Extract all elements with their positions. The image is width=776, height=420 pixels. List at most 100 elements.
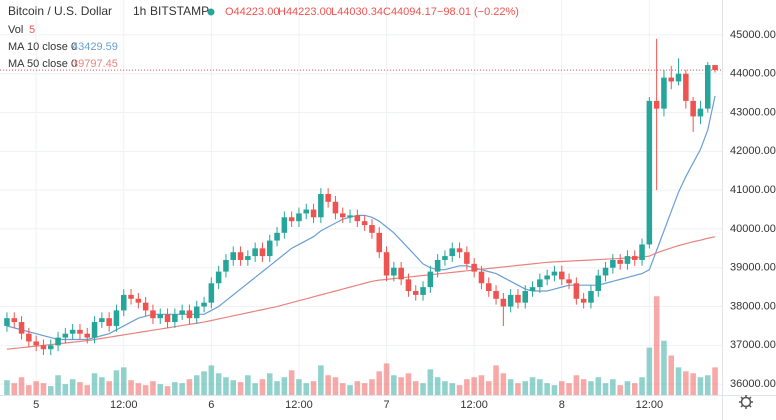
volume-bar [434,377,441,395]
grid [0,0,722,395]
volume-bar [128,380,134,395]
candle-body [354,215,361,222]
volume-bar [274,381,280,395]
candle-body [84,333,91,338]
candle-body [91,322,98,338]
volume-bar [266,373,273,395]
y-tick-label: 43000.00 [730,106,776,118]
x-tick-label: 8 [559,399,565,411]
volume-bar [485,381,492,395]
y-tick-label: 36000.00 [730,378,776,390]
candle-body [201,302,207,307]
candle-body [208,283,215,303]
candle-body [325,194,331,202]
candle-body [412,291,419,295]
volume-bar [507,379,514,395]
candle-body [683,73,689,101]
candle-body [186,310,193,319]
candle-body [237,252,244,260]
volume-pane [4,296,718,395]
volume-bar [113,370,120,395]
candle-body [142,302,149,311]
volume-bar [201,371,207,395]
candle-body [106,318,112,326]
candle-body [551,271,558,276]
candle-body [704,65,711,109]
candle-body [610,259,616,268]
candle-body [164,314,171,323]
candle-body [223,259,229,272]
ma-legend-value: 43429.59 [72,41,118,53]
candle-body [347,215,353,218]
volume-bar [62,384,69,395]
candle-body [332,201,339,214]
volume-bar [296,379,302,395]
candle-body [157,314,164,319]
volume-bar [150,381,156,395]
y-tick-label: 41000.00 [730,184,776,196]
candle-body [544,275,550,280]
candle-body [464,252,470,264]
candle-body [427,271,434,288]
candle-body [179,310,185,315]
volume-bar [245,375,251,395]
volume-bar [91,373,98,395]
x-tick-label: 12:00 [460,399,488,411]
y-tick-label: 38000.00 [730,300,776,312]
candle-body [172,314,178,323]
legend: Bitcoin / U.S. Dollar 1h BITSTAMP O44223… [8,4,519,70]
candle-body [573,283,580,299]
candle-body [376,232,383,253]
volume-bar [544,383,550,395]
candle-body [602,267,609,276]
volume-bar [631,383,638,395]
volume-bar [325,375,331,395]
volume-bar [193,375,200,395]
candle-body [62,333,69,338]
candle-body [712,65,718,71]
volume-legend-length: 5 [29,24,35,36]
gear-teeth [739,395,753,409]
volume-bar [661,340,667,395]
volume-bar [69,379,76,395]
candle-body [259,248,266,257]
x-tick-label: 12:00 [285,399,313,411]
volume-bar [11,383,18,395]
volume-bar [237,382,244,395]
volume-bar [223,377,229,395]
settings-icon[interactable] [739,395,753,409]
volume-bar [515,383,521,395]
volume-bar [646,347,653,395]
candle-body [588,291,594,303]
volume-bar [361,383,368,395]
volume-bar [4,380,10,395]
volume-bar [551,385,558,395]
candle-body [33,341,39,346]
volume-bar [617,385,623,395]
volume-bar [318,365,324,395]
volume-bar [215,373,222,395]
candle-body [471,263,477,272]
candle-body [11,318,18,323]
x-tick-label: 7 [383,399,389,411]
candle-body [266,240,273,257]
candle-body [47,345,54,350]
volume-bar [595,377,602,395]
candle-body [369,225,375,233]
volume-bar [172,382,178,395]
volume-bar [639,377,645,395]
volume-bar [310,381,317,395]
candle-body [4,318,10,326]
volume-bar [135,383,142,395]
candle-body [274,232,280,241]
volume-bar [697,377,704,395]
ma-legend-name: MA 10 close 0 [8,41,77,53]
candle-body [383,252,390,276]
volume-bar [405,373,412,395]
candle-body [77,329,83,334]
candle-body [442,256,448,260]
candle-body [456,248,463,253]
candle-body [339,213,346,218]
candle-body [245,256,251,260]
candle-body [478,271,485,284]
